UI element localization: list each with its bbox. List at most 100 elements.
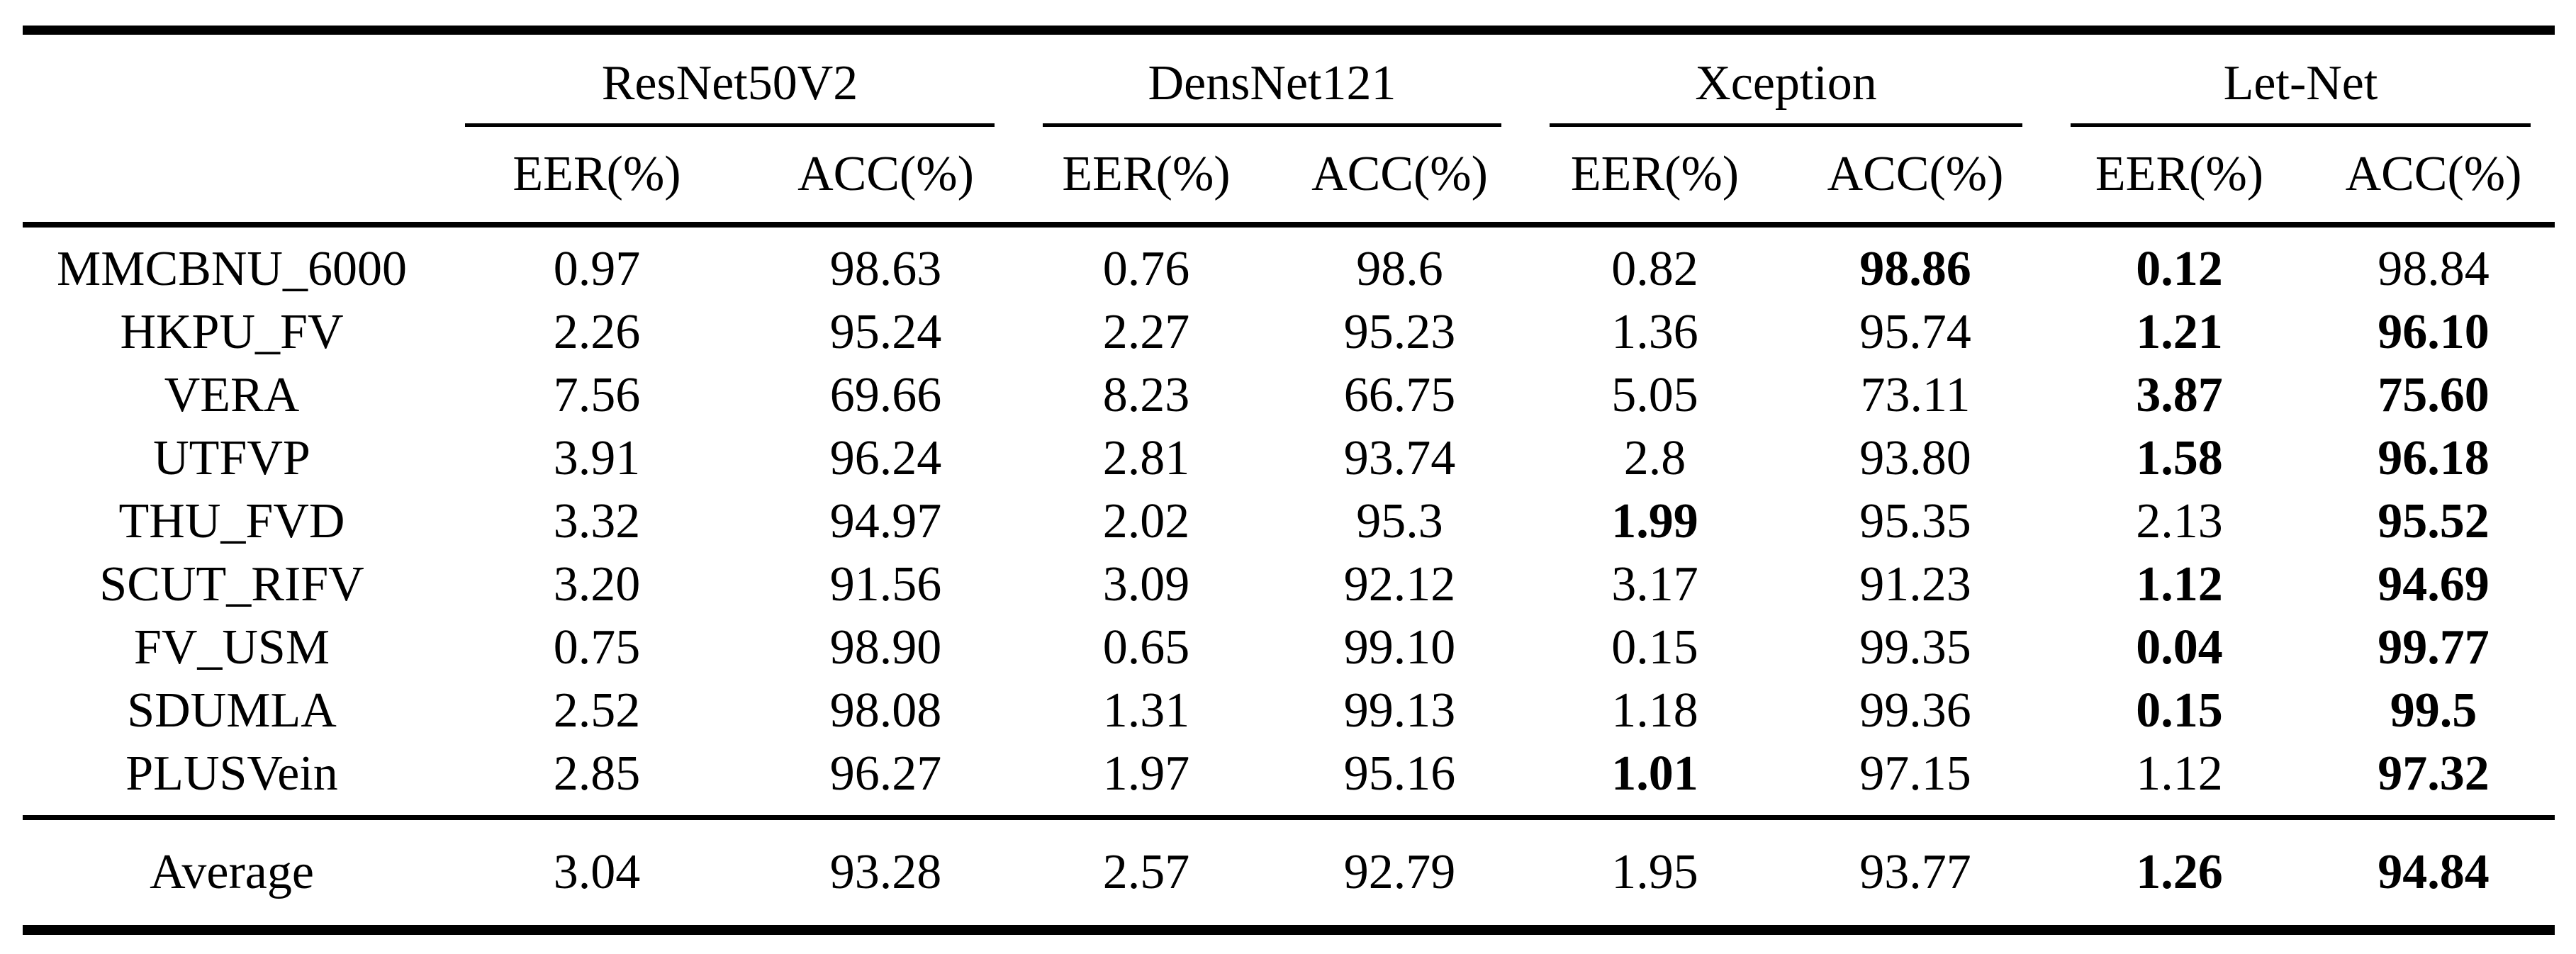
metric-cell: 0.76 [1102,241,1190,296]
metric-cell: 99.35 [1859,619,1971,675]
metric-cell: 3.04 [553,845,641,899]
dataset-label: UTFVP [153,430,310,486]
group-label: Xception [1550,55,2022,127]
metric-header-row: EER(%) ACC(%) EER(%) ACC(%) EER(%) ACC(%… [23,127,2555,228]
col-header-eer: EER(%) [2046,127,2312,228]
metric-cell: 98.84 [2378,241,2490,296]
dataset-label: VERA [164,367,300,422]
metric-cell: 96.18 [2378,430,2490,486]
col-header-eer: EER(%) [1019,127,1274,228]
metric-cell: 2.81 [1102,430,1190,486]
metric-cell: 95.74 [1859,304,1971,359]
metric-cell: 1.01 [1525,742,1784,820]
metric-cell: 0.65 [1102,619,1190,675]
metric-cell: 66.75 [1343,367,1456,422]
metric-cell: 2.52 [553,683,641,738]
group-label: ResNet50V2 [465,55,995,127]
metric-cell: 73.11 [1860,367,1971,422]
metric-cell: 99.36 [1859,683,1971,738]
metric-cell: 7.56 [553,367,641,422]
metric-cell: 1.58 [2136,430,2223,486]
group-header-letnet: Let-Net [2046,30,2555,127]
metric-cell: 2.26 [553,304,641,359]
metric-cell: 95.3 [1356,493,1443,549]
table-row: SCUT_RIFV 3.20 91.56 3.09 92.12 3.17 91.… [23,553,2555,616]
group-label: Let-Net [2071,55,2531,127]
table-row: FV_USM 0.75 98.90 0.65 99.10 0.15 99.35 … [23,616,2555,679]
metric-cell: 94.97 [829,493,942,549]
metric-cell: 0.75 [553,619,641,675]
col-header-acc: ACC(%) [1274,127,1525,228]
metric-cell: 98.6 [1356,241,1443,296]
stub-header-empty [23,127,441,228]
metric-cell: 2.27 [1102,304,1190,359]
metric-cell: 93.77 [1859,845,1971,899]
table-row: VERA 7.56 69.66 8.23 66.75 5.05 73.11 3.… [23,364,2555,427]
group-header-xception: Xception [1525,30,2046,127]
metric-cell: 93.28 [829,845,942,899]
table-row: UTFVP 3.91 96.24 2.81 93.74 2.8 93.80 1.… [23,427,2555,490]
table-row: HKPU_FV 2.26 95.24 2.27 95.23 1.36 95.74… [23,301,2555,364]
metric-cell: 0.04 [2136,619,2223,675]
metric-cell: 2.57 [1102,845,1190,899]
dataset-label: MMCBNU_6000 [57,241,407,296]
metric-cell: 1.97 [1019,742,1274,820]
metric-cell: 1.12 [2046,742,2312,820]
table-row: SDUMLA 2.52 98.08 1.31 99.13 1.18 99.36 … [23,679,2555,742]
metric-cell: 0.97 [553,241,641,296]
dataset-label: SCUT_RIFV [99,556,364,612]
metric-cell: 96.24 [829,430,942,486]
dataset-label: FV_USM [133,619,330,675]
col-header-acc: ACC(%) [1784,127,2046,228]
metric-cell: 8.23 [1102,367,1190,422]
dataset-label: SDUMLA [127,683,337,738]
metric-cell: 1.18 [1611,683,1698,738]
col-header-eer: EER(%) [1525,127,1784,228]
col-header-eer: EER(%) [441,127,753,228]
metric-cell: 95.35 [1859,493,1971,549]
metric-cell: 99.13 [1343,683,1456,738]
metric-cell: 99.5 [2390,683,2477,738]
metric-cell: 91.23 [1859,556,1971,612]
metric-cell: 2.02 [1102,493,1190,549]
metric-cell: 69.66 [829,367,942,422]
metric-cell: 99.77 [2378,619,2490,675]
metric-cell: 1.21 [2136,304,2223,359]
metric-cell: 3.32 [553,493,641,549]
metric-cell: 99.10 [1343,619,1456,675]
results-table: ResNet50V2 DensNet121 Xception Let-Net E… [23,26,2555,935]
metric-cell: 97.32 [2312,742,2555,820]
metric-cell: 94.84 [2378,845,2490,899]
metric-cell: 94.69 [2378,556,2490,612]
metric-cell: 1.31 [1102,683,1190,738]
metric-cell: 3.09 [1102,556,1190,612]
metric-cell: 1.95 [1611,845,1698,899]
average-row: Average 3.04 93.28 2.57 92.79 1.95 93.77… [23,818,2555,931]
group-label: DensNet121 [1043,55,1501,127]
metric-cell: 95.52 [2378,493,2490,549]
metric-cell: 0.12 [2136,241,2223,296]
metric-cell: 91.56 [829,556,942,612]
metric-cell: 98.86 [1859,241,1971,296]
metric-cell: 95.24 [829,304,942,359]
metric-cell: 3.87 [2136,367,2223,422]
stub-header [23,30,441,128]
metric-cell: 92.12 [1343,556,1456,612]
metric-cell: 0.15 [1611,619,1698,675]
metric-cell: 2.85 [441,742,753,820]
metric-cell: 3.91 [553,430,641,486]
metric-cell: 92.79 [1343,845,1456,899]
metric-cell: 98.08 [829,683,942,738]
table-row: MMCBNU_6000 0.97 98.63 0.76 98.6 0.82 98… [23,225,2555,301]
metric-cell: 3.20 [553,556,641,612]
table-row: THU_FVD 3.32 94.97 2.02 95.3 1.99 95.35 … [23,490,2555,553]
metric-cell: 97.15 [1784,742,2046,820]
metric-cell: 2.13 [2136,493,2223,549]
metric-cell: 93.74 [1343,430,1456,486]
metric-cell: 2.8 [1623,430,1686,486]
table-row: PLUSVein 2.85 96.27 1.97 95.16 1.01 97.1… [23,742,2555,820]
metric-cell: 1.36 [1611,304,1698,359]
metric-cell: 98.63 [829,241,942,296]
metric-cell: 95.23 [1343,304,1456,359]
